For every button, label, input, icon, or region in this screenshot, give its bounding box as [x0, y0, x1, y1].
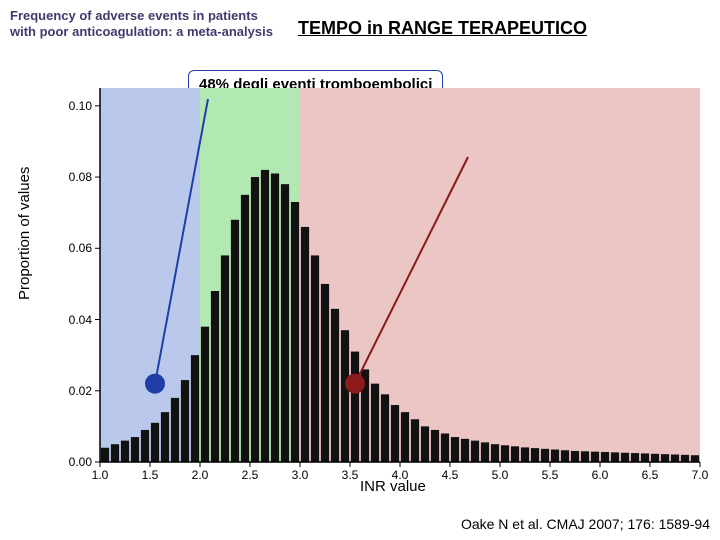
y-tick: 0.10	[56, 99, 92, 113]
x-tick: 5.0	[485, 468, 515, 482]
y-tick: 0.02	[56, 384, 92, 398]
x-tick: 3.5	[335, 468, 365, 482]
y-tick: 0.00	[56, 455, 92, 469]
x-tick: 2.5	[235, 468, 265, 482]
inr-histogram	[0, 0, 720, 540]
x-tick: 6.0	[585, 468, 615, 482]
y-tick: 0.08	[56, 170, 92, 184]
y-tick: 0.04	[56, 313, 92, 327]
x-tick: 7.0	[685, 468, 715, 482]
x-tick: 2.0	[185, 468, 215, 482]
x-tick: 5.5	[535, 468, 565, 482]
x-tick: 1.5	[135, 468, 165, 482]
x-tick: 4.0	[385, 468, 415, 482]
x-tick: 1.0	[85, 468, 115, 482]
y-tick: 0.06	[56, 241, 92, 255]
x-tick: 4.5	[435, 468, 465, 482]
x-tick: 3.0	[285, 468, 315, 482]
x-tick: 6.5	[635, 468, 665, 482]
